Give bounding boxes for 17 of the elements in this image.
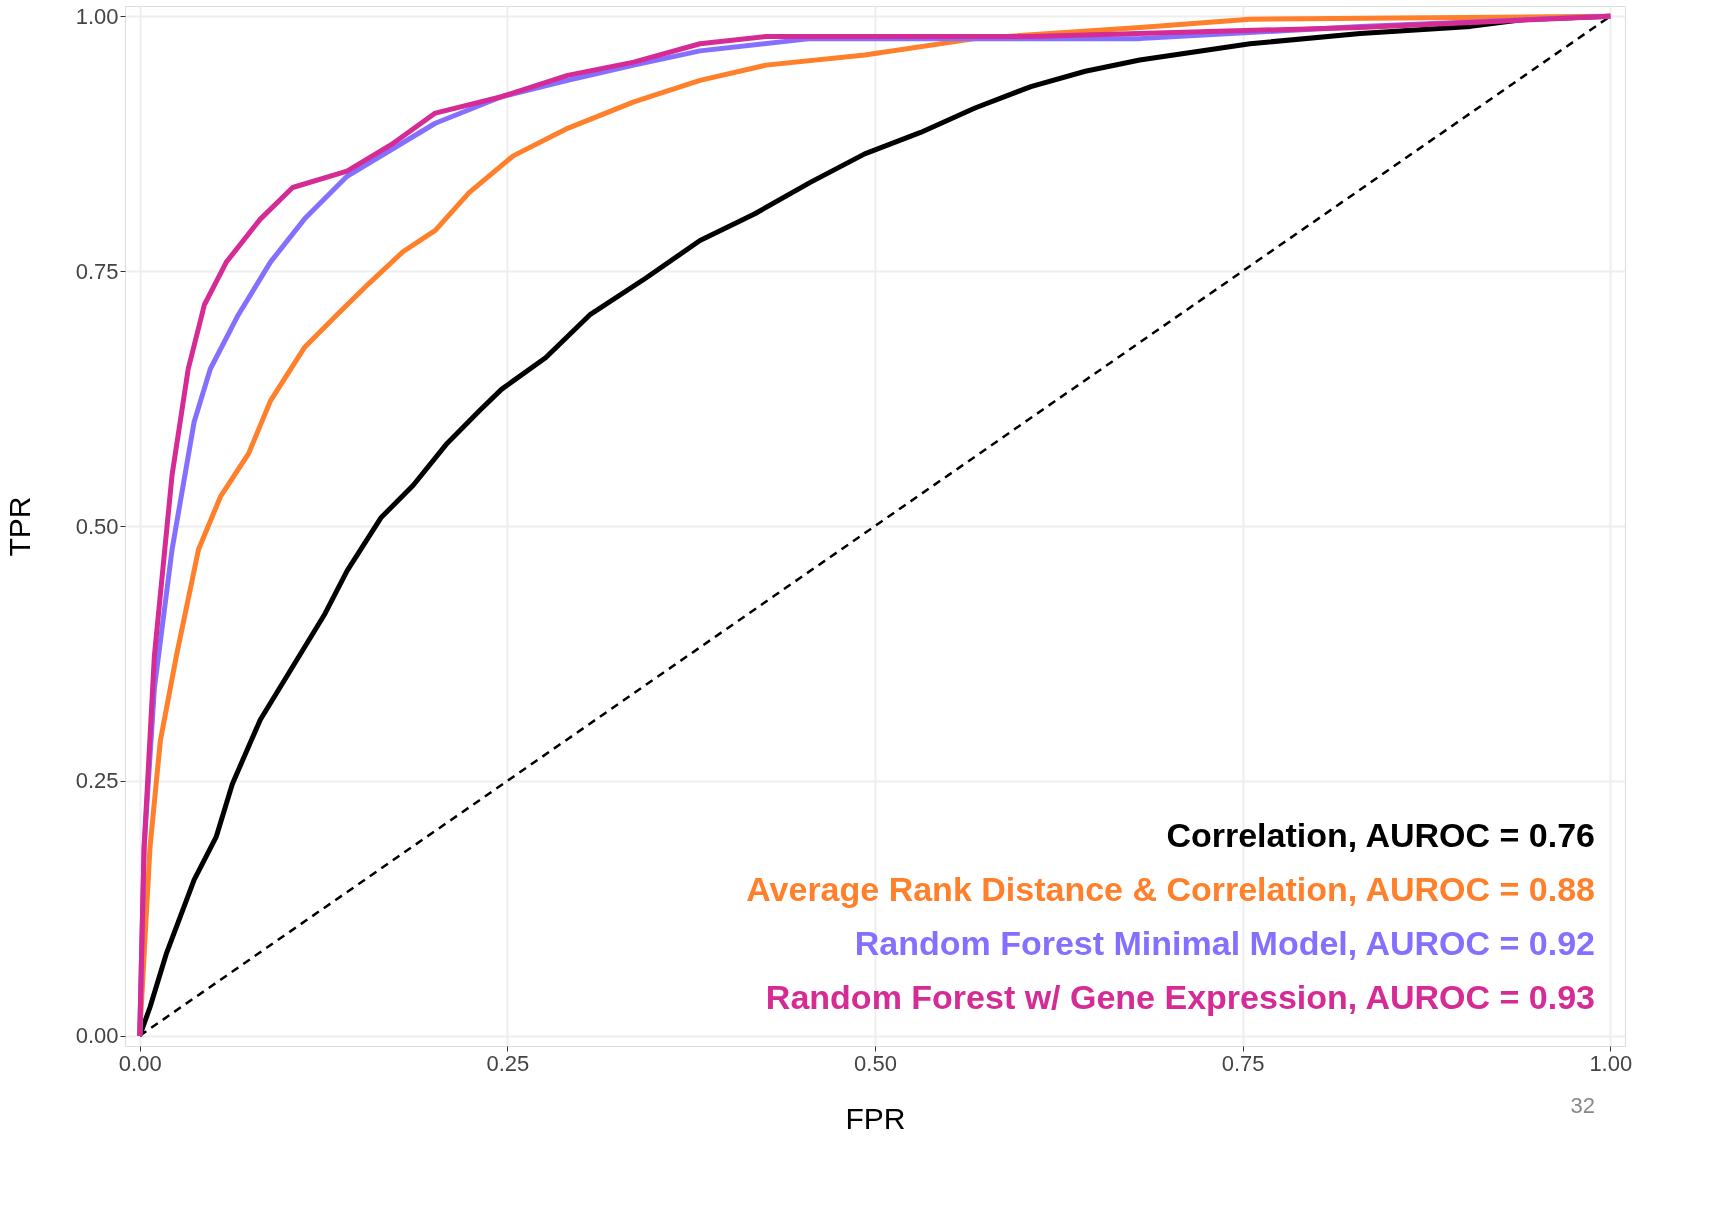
y-tick-label: 0.25 — [75, 768, 119, 794]
y-tick-label: 0.50 — [75, 513, 119, 539]
x-tick-label: 0.50 — [854, 1050, 897, 1076]
text: Random Forest w/ Gene Expression, AUROC = 0.93 — [765, 978, 1595, 1016]
y-axis-title: TPR — [2, 496, 36, 557]
text: Correlation, AUROC = 0.76 — [1166, 816, 1595, 854]
x-axis-title: FPR — [845, 1101, 906, 1135]
x-tick-label: 0.75 — [1221, 1050, 1265, 1076]
y-tick-label: 0.75 — [75, 258, 119, 284]
text: Random Forest Minimal Model, AUROC = 0.92 — [854, 924, 1595, 962]
y-tick-label: 1.00 — [75, 3, 119, 29]
text: Average Rank Distance & Correlation, AUROC = 0.88 — [746, 870, 1595, 908]
y-tick-label: 0.00 — [75, 1023, 119, 1049]
text: 32 — [1570, 1093, 1595, 1118]
x-tick-label: 1.00 — [1589, 1050, 1633, 1076]
x-tick-label: 0.00 — [118, 1050, 162, 1076]
x-tick-label: 0.25 — [486, 1050, 530, 1076]
